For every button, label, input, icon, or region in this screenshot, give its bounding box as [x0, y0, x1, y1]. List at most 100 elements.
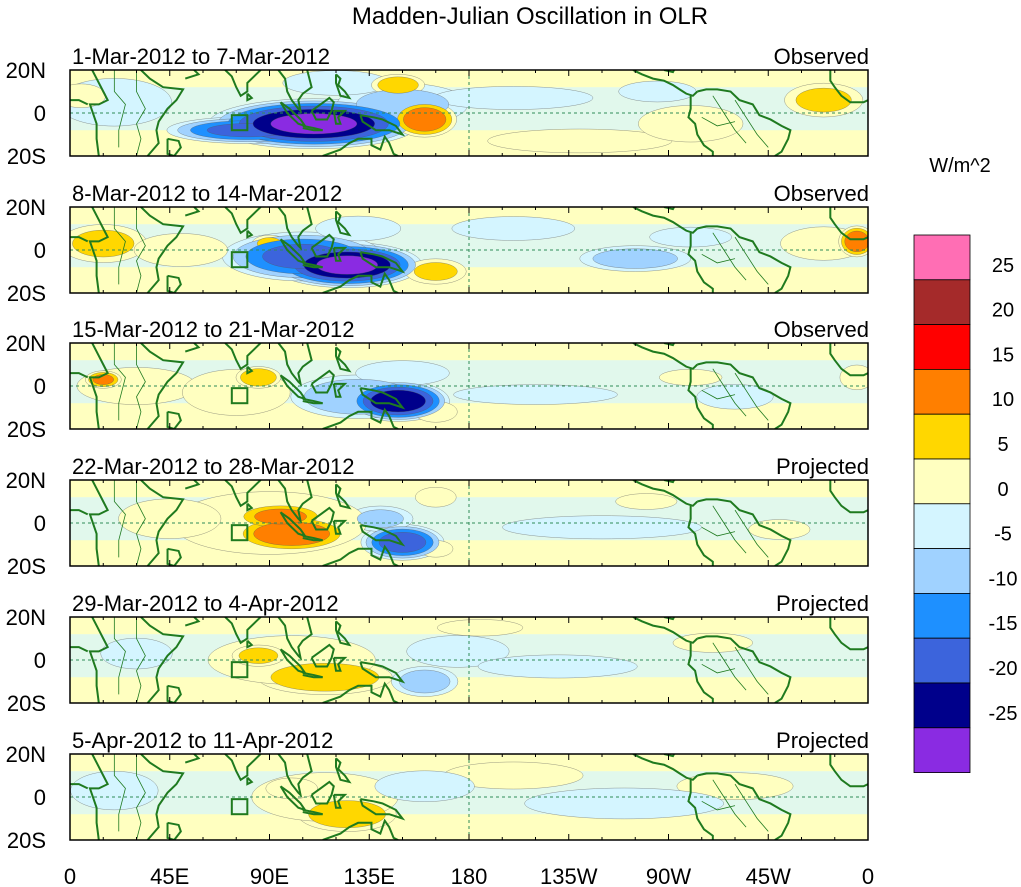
coastlines — [70, 207, 868, 293]
contour-band — [316, 255, 378, 275]
panel-4: 20N 0 20S 22-Mar-2012 to 28-Mar-2012 Project… — [6, 454, 869, 579]
panel-status-label: Observed — [774, 181, 869, 206]
y-tick-label: 20S — [7, 828, 46, 853]
colorbar-swatch — [913, 503, 971, 549]
contour-band — [502, 515, 702, 540]
contour-band — [615, 493, 678, 510]
coastline — [697, 225, 792, 293]
coastline — [697, 498, 792, 566]
coastline — [632, 754, 699, 781]
border-line — [712, 642, 747, 691]
coastline — [332, 246, 348, 262]
colorbar-swatch — [913, 727, 971, 773]
x-tick-label: 90E — [250, 864, 289, 887]
panel-period-label: 22-Mar-2012 to 28-Mar-2012 — [72, 454, 354, 479]
coastline — [697, 88, 792, 156]
coastline — [277, 207, 313, 251]
panel-2: 20N 0 20S 8-Mar-2012 to 14-Mar-2012 Observed — [6, 181, 869, 306]
coastline — [310, 506, 335, 531]
coastline — [88, 754, 110, 840]
coastline — [166, 821, 182, 840]
panel-1: 20N 0 20S 1-Mar-2012 to 7-Mar-2012 Observed — [6, 44, 869, 169]
border-line — [734, 783, 769, 832]
coastline — [332, 793, 348, 809]
x-tick-label: 0 — [862, 864, 874, 887]
border-line — [701, 253, 736, 264]
contour-band — [592, 248, 678, 269]
border-line — [734, 509, 769, 558]
coastline — [302, 124, 323, 132]
border-line — [113, 343, 126, 421]
colorbar-tick-label: 0 — [997, 479, 1008, 501]
coastline — [140, 343, 185, 429]
border-line — [136, 480, 146, 566]
coastline — [687, 779, 714, 840]
chart-title: Madden-Julian Oscillation in OLR — [352, 3, 708, 30]
contour-band — [414, 262, 458, 281]
coastline — [302, 261, 323, 269]
coastline — [829, 343, 868, 377]
colorbar-swatch — [913, 637, 971, 684]
border-line — [113, 754, 126, 832]
contour-band — [844, 230, 868, 252]
coastline — [184, 480, 201, 490]
coastline — [829, 480, 868, 514]
border-line — [712, 505, 747, 554]
coastline — [246, 229, 254, 239]
coastline — [166, 547, 182, 566]
coastline — [687, 642, 714, 703]
panel-status-label: Projected — [776, 728, 869, 753]
coastline — [332, 519, 348, 535]
colorbar-swatch — [913, 458, 971, 505]
reference-box — [230, 798, 249, 816]
contour-band — [118, 498, 222, 539]
coastline — [277, 617, 313, 661]
coastline — [335, 346, 352, 373]
coastline — [322, 407, 399, 429]
x-tick-label: 45W — [746, 864, 791, 887]
coastline — [322, 544, 399, 566]
y-tick-label: 0 — [34, 374, 46, 399]
coastline — [140, 754, 185, 840]
coastline — [632, 343, 699, 370]
colorbar: W/m^2 25 20 15 10 5 0 -5 -10 -15 -20 -25 — [913, 155, 1018, 773]
x-tick-label: 180 — [451, 864, 488, 887]
panel-period-label: 8-Mar-2012 to 14-Mar-2012 — [72, 181, 342, 206]
coastline — [687, 95, 714, 156]
coastlines — [70, 480, 868, 566]
border-line — [136, 207, 146, 293]
coastline — [335, 210, 352, 237]
border-line — [701, 116, 736, 127]
coastline — [224, 754, 262, 782]
coastline — [224, 70, 262, 98]
panel-status-label: Observed — [774, 317, 869, 342]
contour-band — [377, 76, 419, 94]
border-line — [136, 70, 146, 156]
coastline — [277, 343, 313, 387]
contour-band — [748, 519, 811, 540]
coastline — [88, 207, 110, 293]
colorbar-tick-label: -10 — [989, 568, 1018, 590]
x-tick-label: 0 — [64, 864, 76, 887]
colorbar-tick-label: 10 — [992, 389, 1014, 411]
contour-band — [378, 532, 427, 553]
panel-period-label: 29-Mar-2012 to 4-Apr-2012 — [72, 591, 339, 616]
coastline — [140, 70, 185, 156]
coastline — [697, 772, 792, 840]
coastline — [70, 646, 89, 653]
coastlines — [70, 754, 868, 840]
coastline — [246, 92, 254, 102]
x-tick-label: 90W — [646, 864, 691, 887]
colorbar-tick-label: -15 — [989, 613, 1018, 635]
y-tick-label: 0 — [34, 101, 46, 126]
contour-band — [437, 619, 524, 637]
border-line — [701, 663, 736, 674]
coastline — [687, 505, 714, 566]
coastline — [335, 73, 352, 100]
coastline — [322, 134, 399, 156]
coastline — [310, 96, 335, 121]
coastline — [310, 233, 335, 258]
coastline — [687, 232, 714, 293]
border-line — [113, 70, 126, 148]
border-line — [113, 480, 126, 558]
